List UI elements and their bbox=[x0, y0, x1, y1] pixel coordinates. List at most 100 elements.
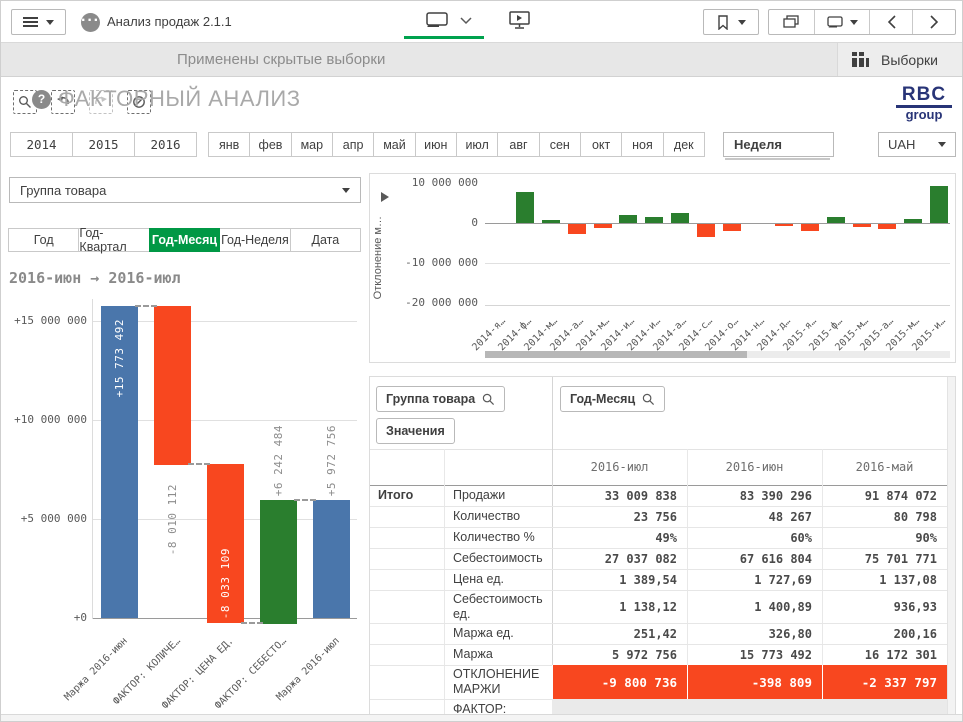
tab-Год-Квартал[interactable]: Год-Квартал bbox=[78, 228, 149, 252]
month-filter-июн[interactable]: июн bbox=[415, 132, 457, 157]
next-sheet-button[interactable] bbox=[913, 10, 956, 34]
deviation-bar-2014-м…[interactable] bbox=[542, 220, 560, 223]
pivot-row-label-2[interactable]: Количество bbox=[445, 506, 551, 527]
pivot-row-dimension-button-label: Группа товара bbox=[386, 392, 475, 406]
tab-Год[interactable]: Год bbox=[8, 228, 79, 252]
tab-Дата[interactable]: Дата bbox=[290, 228, 361, 252]
waterfall-bar-5[interactable] bbox=[313, 500, 350, 618]
y-axis-title: Отклонение м… bbox=[372, 208, 384, 308]
pivot-total-label[interactable]: Итого bbox=[370, 485, 444, 506]
pivot-value-cell: 80 798 bbox=[822, 506, 947, 527]
month-filter-окт[interactable]: окт bbox=[580, 132, 622, 157]
bar-value-text: -8 010 112 bbox=[166, 484, 179, 555]
deviation-bar-2014-ф…[interactable] bbox=[516, 192, 534, 223]
pivot-row-label-8[interactable]: Маржа bbox=[445, 644, 551, 665]
deviation-bar-2014-о…[interactable] bbox=[723, 224, 741, 231]
pivot-measures-button[interactable]: Значения bbox=[376, 418, 455, 444]
pivot-row-label-3[interactable]: Количество % bbox=[445, 527, 551, 548]
pivot-value-cell: 49% bbox=[552, 527, 687, 548]
pivot-value-cell: 200,16 bbox=[822, 623, 947, 644]
pivot-row-label-4[interactable]: Себестоимость bbox=[445, 548, 551, 569]
week-filter-listbox[interactable]: Неделя bbox=[723, 132, 834, 157]
product-group-dropdown[interactable]: Группа товара bbox=[9, 177, 361, 203]
page-title: ФАКТОРНЫЙ АНАЛИЗ bbox=[58, 86, 301, 112]
pivot-row-label-10[interactable]: ФАКТОР: bbox=[445, 699, 551, 714]
deviation-scrollbar-thumb[interactable] bbox=[485, 351, 747, 358]
waterfall-bar-2[interactable] bbox=[154, 306, 191, 465]
rbc-group-logo: RBC group bbox=[896, 85, 952, 122]
pivot-column-header-2016-июл[interactable]: 2016-июл bbox=[552, 449, 687, 485]
deviation-bar-2014-и…[interactable] bbox=[619, 215, 637, 223]
chevron-right-icon bbox=[930, 15, 939, 29]
deviation-bar-2014-с…[interactable] bbox=[697, 224, 715, 237]
tab-Год-Неделя[interactable]: Год-Неделя bbox=[219, 228, 290, 252]
pivot-row-label-9[interactable]: ОТКЛОНЕНИЕ МАРЖИ bbox=[445, 665, 551, 699]
deviation-bar-2015-я…[interactable] bbox=[801, 224, 819, 231]
pivot-row-label-7[interactable]: Маржа ед. bbox=[445, 623, 551, 644]
pivot-column-dimension-button[interactable]: Год-Месяц bbox=[560, 386, 665, 412]
year-filter-2015[interactable]: 2015 bbox=[72, 132, 135, 157]
pivot-value-cell: -398 809 bbox=[687, 665, 822, 699]
waterfall-bar-value: +6 242 484 bbox=[260, 411, 297, 496]
sheet-chevron-down-icon[interactable] bbox=[460, 17, 472, 25]
month-filter-янв[interactable]: янв bbox=[208, 132, 250, 157]
help-icon[interactable]: ? bbox=[32, 90, 51, 109]
pivot-row-dimension-button[interactable]: Группа товара bbox=[376, 386, 505, 412]
global-menu-button[interactable] bbox=[11, 9, 66, 35]
deviation-bar-2014-а…[interactable] bbox=[671, 213, 689, 223]
tab-Год-Месяц[interactable]: Год-Месяц bbox=[149, 228, 220, 252]
selections-grid-icon bbox=[852, 52, 869, 67]
month-filter-фев[interactable]: фев bbox=[249, 132, 291, 157]
prev-sheet-button[interactable] bbox=[870, 10, 913, 34]
month-filter-сен[interactable]: сен bbox=[539, 132, 581, 157]
pivot-value-cell: 5 972 756 bbox=[552, 644, 687, 665]
deviation-bar-2015-а…[interactable] bbox=[878, 224, 896, 229]
pivot-value-cell: 91 874 072 bbox=[822, 485, 947, 506]
deviation-bar-2014-и…[interactable] bbox=[645, 217, 663, 223]
presentation-icon[interactable] bbox=[509, 11, 530, 30]
duplicate-sheet-button[interactable] bbox=[768, 10, 815, 34]
month-filter-авг[interactable]: авг bbox=[497, 132, 539, 157]
pivot-value-cell: 251,42 bbox=[552, 623, 687, 644]
year-filter-2016[interactable]: 2016 bbox=[134, 132, 197, 157]
month-filter-ноя[interactable]: ноя bbox=[621, 132, 663, 157]
pivot-column-header-2016-июн[interactable]: 2016-июн bbox=[687, 449, 822, 485]
sheet-icon[interactable] bbox=[426, 12, 448, 29]
page-bottom-scroll-area[interactable] bbox=[1, 714, 963, 722]
pivot-column-header-2016-май[interactable]: 2016-май bbox=[822, 449, 947, 485]
deviation-bar-2015-и…[interactable] bbox=[930, 186, 948, 223]
waterfall-bar-4[interactable] bbox=[260, 500, 297, 624]
sheet-list-button[interactable] bbox=[815, 10, 870, 34]
app-info-icon[interactable]: ··· bbox=[81, 13, 100, 32]
deviation-bar-2015-м…[interactable] bbox=[853, 224, 871, 227]
pivot-value-cell: -2 337 797 bbox=[822, 665, 947, 699]
expand-arrow-icon[interactable] bbox=[381, 192, 389, 202]
logo-text-rbc: RBC bbox=[896, 85, 952, 108]
pivot-value-cell: 1 389,54 bbox=[552, 569, 687, 590]
margin-deviation-chart: Отклонение м… 10 000 0000-10 000 000-20 … bbox=[369, 173, 956, 363]
deviation-scrollbar-track[interactable] bbox=[485, 351, 950, 358]
pivot-row-label-5[interactable]: Цена ед. bbox=[445, 569, 551, 590]
year-filter-2014[interactable]: 2014 bbox=[10, 132, 73, 157]
deviation-bar-2014-д…[interactable] bbox=[775, 224, 793, 226]
deviation-bar-2014-а…[interactable] bbox=[568, 224, 586, 234]
month-filter-май[interactable]: май bbox=[373, 132, 415, 157]
pivot-v-scrollbar[interactable] bbox=[947, 377, 956, 714]
overlapping-sheets-icon bbox=[783, 15, 799, 29]
bookmark-icon bbox=[717, 15, 729, 30]
bookmarks-button[interactable] bbox=[703, 9, 759, 35]
pivot-row-label-1[interactable]: Продажи bbox=[445, 485, 551, 506]
month-filter-мар[interactable]: мар bbox=[291, 132, 333, 157]
deviation-bar-2015-м…[interactable] bbox=[904, 219, 922, 223]
deviation-bar-2015-ф…[interactable] bbox=[827, 217, 845, 223]
selections-tool-button[interactable]: Выборки bbox=[837, 43, 963, 76]
month-filter-апр[interactable]: апр bbox=[332, 132, 374, 157]
hidden-selections-message: Применены скрытые выборки bbox=[177, 43, 385, 77]
deviation-bar-2014-м…[interactable] bbox=[594, 224, 612, 228]
month-filter-июл[interactable]: июл bbox=[456, 132, 498, 157]
pivot-row-label-6[interactable]: Себестоимость ед. bbox=[445, 590, 551, 623]
waterfall-y-axis bbox=[92, 299, 93, 619]
pivot-value-cell: 1 400,89 bbox=[687, 590, 822, 623]
month-filter-дек[interactable]: дек bbox=[663, 132, 705, 157]
currency-dropdown[interactable]: UAH bbox=[878, 132, 956, 157]
